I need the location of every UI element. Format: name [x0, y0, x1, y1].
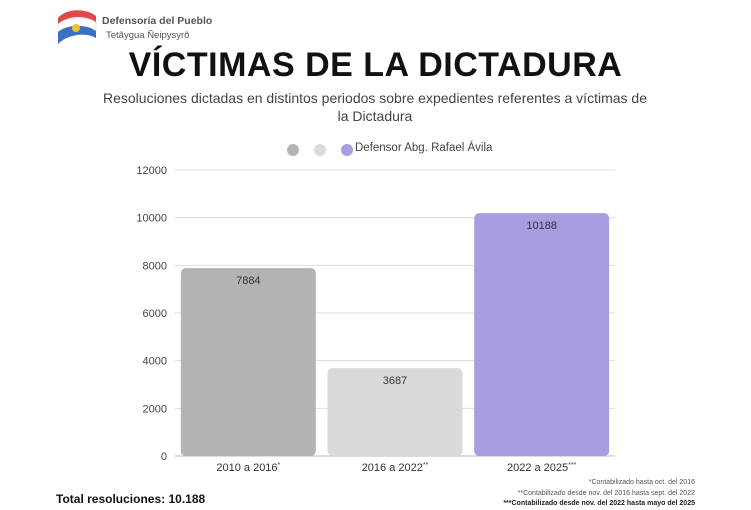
footnote-2: **Contabilizado desde nov. del 2016 hast… — [517, 489, 695, 497]
chart-title: VÍCTIMAS DE LA DICTADURA — [128, 46, 623, 84]
data-label: 3687 — [383, 375, 407, 387]
footnote-3: ***Contabilizado desde nov. del 2022 has… — [503, 500, 695, 507]
footnotes: *Contabilizado hasta oct. del 2016 **Con… — [503, 478, 695, 510]
y-tick-label: 6000 — [143, 308, 167, 320]
total-resoluciones: Total resoluciones: 10.188 — [56, 492, 206, 506]
y-tick-label: 10000 — [136, 213, 167, 225]
bar — [327, 368, 463, 456]
data-label: 10188 — [526, 220, 557, 232]
y-tick-label: 2000 — [143, 403, 167, 415]
bar-chart: 0 2000 4000 6000 8000 10000 12000 7884 2010 a 20… — [136, 165, 615, 474]
x-tick-label: 2010 a 2016* — [216, 462, 280, 474]
org-subtitle: Tetãygua Ñeipysyrõ — [106, 30, 190, 41]
legend-dot-2 — [314, 144, 326, 156]
y-tick-label: 4000 — [143, 356, 167, 368]
legend-dot-1 — [287, 144, 299, 156]
bar — [180, 268, 316, 456]
x-tick-label: 2016 a 2022** — [362, 462, 429, 474]
legend-label: Defensor Abg. Rafael Ávila — [355, 142, 493, 154]
data-label: 7884 — [236, 275, 260, 287]
legend-dot-3 — [341, 144, 353, 156]
footnote-1: *Contabilizado hasta oct. del 2016 — [588, 479, 695, 486]
logo-emblem-icon — [57, 10, 97, 44]
chart-subtitle: Resoluciones dictadas en distintos perio… — [103, 90, 647, 124]
y-tick-label: 12000 — [136, 165, 167, 177]
bar — [474, 213, 610, 456]
logo: Defensoría del Pueblo Tetãygua Ñeipysyrõ — [56, 6, 256, 48]
y-tick-label: 8000 — [143, 260, 167, 272]
org-name: Defensoría del Pueblo — [102, 15, 213, 27]
y-tick-label: 0 — [161, 451, 167, 463]
x-tick-label: 2022 a 2025*** — [507, 462, 577, 474]
